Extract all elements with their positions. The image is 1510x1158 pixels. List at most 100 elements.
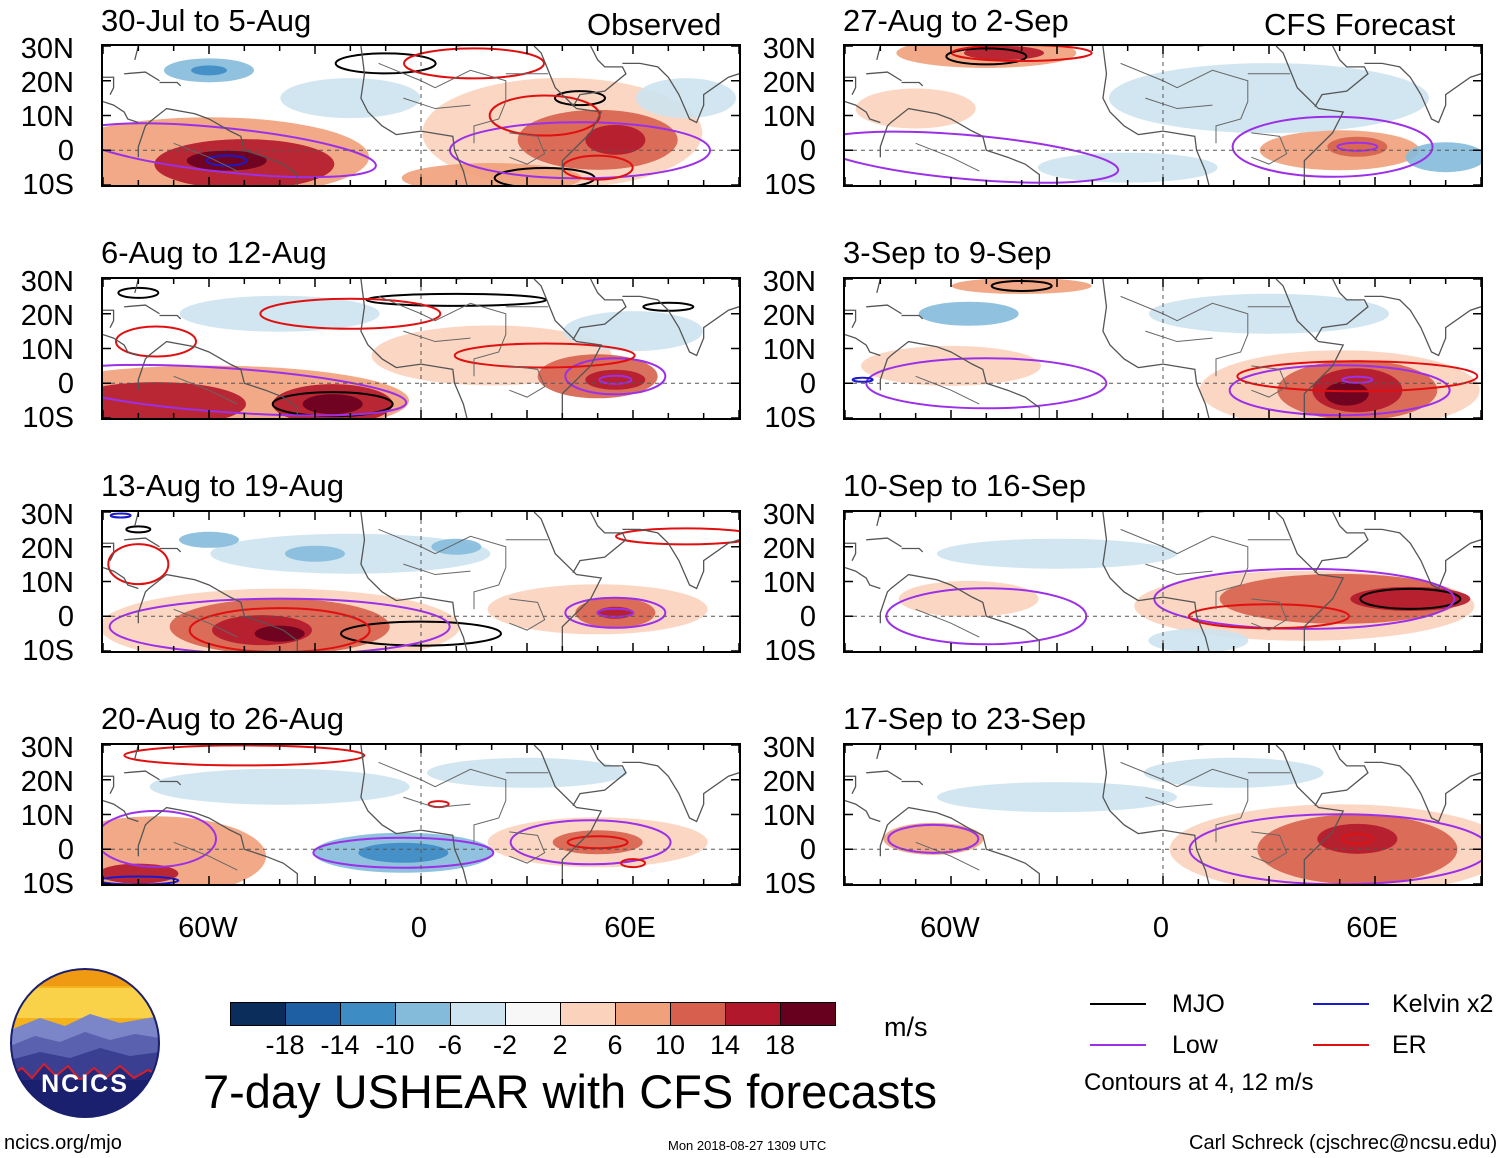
forecast-header: CFS Forecast xyxy=(1264,7,1456,42)
lat-label: 20N xyxy=(20,766,74,798)
lat-label: 30N xyxy=(762,33,816,65)
lat-label: 20N xyxy=(762,766,816,798)
colorbar-box xyxy=(505,1002,561,1026)
map-panel-fc-2 xyxy=(843,277,1483,420)
lat-label: 0 xyxy=(799,368,816,400)
colorbar-box xyxy=(395,1002,451,1026)
map-panel-fc-1 xyxy=(843,44,1483,187)
colorbar-label: 6 xyxy=(607,1030,623,1060)
lat-label: 10N xyxy=(762,101,816,133)
legend-er-line xyxy=(1313,1044,1369,1046)
footer-credit: Carl Schreck (cjschrec@ncsu.edu) xyxy=(1189,1132,1498,1154)
lon-label-60w-right: 60W xyxy=(920,912,980,944)
lat-label: 30N xyxy=(20,732,74,764)
lat-label: 10N xyxy=(20,567,74,599)
lat-label: 30N xyxy=(20,33,74,65)
footer-url: ncics.org/mjo xyxy=(4,1132,122,1154)
legend-low-label: Low xyxy=(1172,1031,1218,1059)
map-graphic xyxy=(845,279,1481,418)
colorbar-label: 18 xyxy=(764,1030,796,1060)
panel-title-obs-1: 30-Jul to 5-Aug xyxy=(101,3,312,38)
colorbar-label: 14 xyxy=(709,1030,741,1060)
colorbar-box xyxy=(285,1002,341,1026)
lat-label: 20N xyxy=(20,67,74,99)
lon-label-0-right: 0 xyxy=(1152,912,1170,944)
colorbar-box xyxy=(615,1002,671,1026)
lat-label: 10S xyxy=(764,169,816,201)
lat-label: 0 xyxy=(57,368,74,400)
colorbar-label: -6 xyxy=(437,1030,462,1060)
lat-label: 10S xyxy=(764,402,816,434)
colorbar-box xyxy=(725,1002,781,1026)
colorbar-label: -18 xyxy=(265,1030,305,1060)
lat-label: 30N xyxy=(762,266,816,298)
colorbar-box xyxy=(560,1002,616,1026)
colorbar-label: -10 xyxy=(375,1030,415,1060)
colorbar-label: -2 xyxy=(492,1030,517,1060)
colorbar-units: m/s xyxy=(884,1012,928,1042)
ncics-logo: NCICS xyxy=(10,968,160,1118)
legend-er-label: ER xyxy=(1392,1031,1427,1059)
ncics-logo-graphic xyxy=(10,968,160,1118)
lat-label: 0 xyxy=(57,135,74,167)
map-graphic xyxy=(845,512,1481,651)
lat-label: 10S xyxy=(22,169,74,201)
lat-label: 30N xyxy=(762,732,816,764)
lon-label-0-left: 0 xyxy=(410,912,428,944)
lat-label: 20N xyxy=(762,300,816,332)
figure-title: 7-day USHEAR with CFS forecasts xyxy=(203,1065,937,1118)
lat-label: 10S xyxy=(22,868,74,900)
lat-label: 0 xyxy=(57,834,74,866)
lat-label: 10S xyxy=(22,635,74,667)
panel-title-fc-2: 3-Sep to 9-Sep xyxy=(843,235,1052,270)
panel-title-obs-2: 6-Aug to 12-Aug xyxy=(101,235,327,270)
legend-low-line xyxy=(1090,1044,1146,1046)
panel-title-fc-4: 17-Sep to 23-Sep xyxy=(843,701,1087,736)
lat-label: 10S xyxy=(22,402,74,434)
map-panel-fc-4 xyxy=(843,743,1483,886)
map-panel-obs-3 xyxy=(101,510,741,653)
legend-mjo-line xyxy=(1090,1003,1146,1005)
observed-header: Observed xyxy=(587,7,722,42)
legend-kelvin-label: Kelvin x2 xyxy=(1392,990,1494,1018)
lat-label: 0 xyxy=(57,601,74,633)
lon-label-60e-right: 60E xyxy=(1346,912,1398,944)
colorbar-label: 2 xyxy=(552,1030,568,1060)
map-graphic xyxy=(845,745,1481,884)
colorbar-box xyxy=(340,1002,396,1026)
lat-label: 10N xyxy=(20,800,74,832)
lat-label: 20N xyxy=(20,533,74,565)
lat-label: 10N xyxy=(762,800,816,832)
map-graphic xyxy=(103,46,739,185)
lat-label: 20N xyxy=(20,300,74,332)
colorbar-label: -14 xyxy=(320,1030,360,1060)
lat-label: 10N xyxy=(762,334,816,366)
lat-label: 10S xyxy=(764,868,816,900)
panel-title-fc-1: 27-Aug to 2-Sep xyxy=(843,3,1069,38)
map-panel-obs-1 xyxy=(101,44,741,187)
lat-label: 0 xyxy=(799,601,816,633)
lon-label-60e-left: 60E xyxy=(604,912,656,944)
colorbar-box xyxy=(450,1002,506,1026)
map-panel-obs-4 xyxy=(101,743,741,886)
map-graphic xyxy=(845,46,1481,185)
lat-label: 30N xyxy=(20,266,74,298)
lat-label: 0 xyxy=(799,135,816,167)
panel-title-fc-3: 10-Sep to 16-Sep xyxy=(843,468,1087,503)
lat-label: 10N xyxy=(762,567,816,599)
footer-timestamp: Mon 2018-08-27 1309 UTC xyxy=(668,1138,827,1153)
legend-mjo-label: MJO xyxy=(1172,990,1225,1018)
map-panel-obs-2 xyxy=(101,277,741,420)
lat-label: 20N xyxy=(762,67,816,99)
map-panel-fc-3 xyxy=(843,510,1483,653)
panel-title-obs-4: 20-Aug to 26-Aug xyxy=(101,701,345,736)
panel-title-obs-3: 13-Aug to 19-Aug xyxy=(101,468,345,503)
lat-label: 30N xyxy=(20,499,74,531)
legend-kelvin-line xyxy=(1313,1003,1369,1005)
colorbar-box xyxy=(230,1002,286,1026)
map-graphic xyxy=(103,745,739,884)
lat-label: 20N xyxy=(762,533,816,565)
lon-label-60w-left: 60W xyxy=(178,912,238,944)
map-graphic xyxy=(103,279,739,418)
lat-label: 30N xyxy=(762,499,816,531)
